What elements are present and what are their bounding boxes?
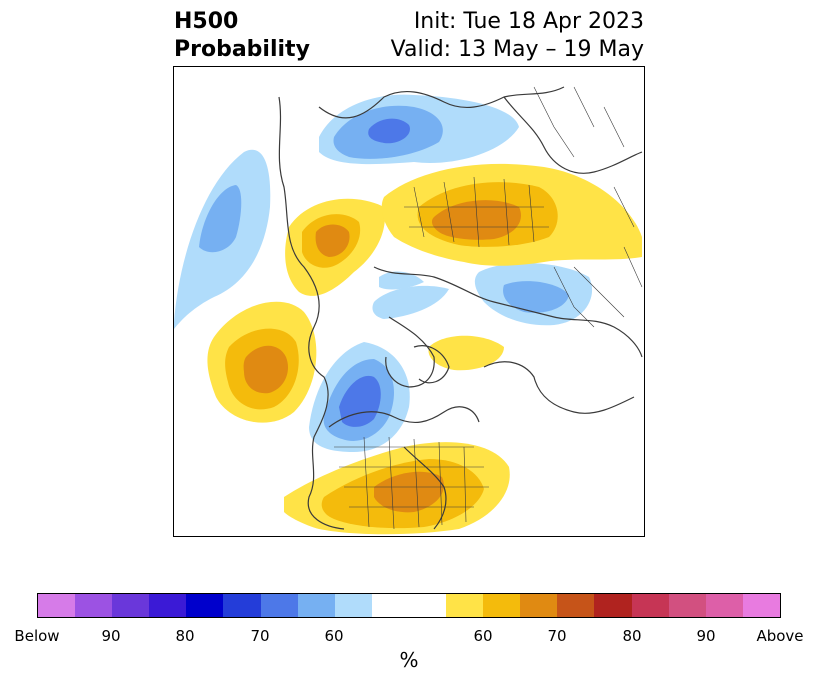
title-variable: H500 <box>174 9 239 34</box>
colorbar-label-below-70: 70 <box>250 627 270 645</box>
colorbar-segment <box>371 594 447 617</box>
colorbar-segment <box>297 594 335 617</box>
colorbar-segment <box>75 594 113 617</box>
colorbar-segment <box>446 594 484 617</box>
colorbar-segment <box>742 594 780 617</box>
map-canvas <box>174 86 643 535</box>
colorbar-label-above-80: 80 <box>622 627 642 645</box>
colorbar-label-above-60: 60 <box>473 627 493 645</box>
colorbar-label-below-60: 60 <box>324 627 344 645</box>
colorbar-segment <box>520 594 558 617</box>
colorbar-unit: % <box>399 648 419 672</box>
probability-map <box>173 66 645 537</box>
title-product: Probability <box>174 37 310 62</box>
colorbar-label-below-80: 80 <box>175 627 195 645</box>
colorbar-label-below: Below <box>14 627 60 645</box>
map-dates: Init: Tue 18 Apr 2023 Valid: 13 May – 19… <box>391 8 644 64</box>
colorbar-segment <box>334 594 372 617</box>
colorbar-segment <box>223 594 261 617</box>
colorbar-segment <box>186 594 224 617</box>
colorbar-segment <box>260 594 298 617</box>
colorbar-label-above: Above <box>756 627 804 645</box>
colorbar-label-below-90: 90 <box>101 627 121 645</box>
colorbar-label-above-70: 70 <box>547 627 567 645</box>
colorbar-segment <box>594 594 632 617</box>
colorbar <box>37 593 781 618</box>
colorbar-segment <box>557 594 595 617</box>
init-date: Init: Tue 18 Apr 2023 <box>413 9 644 34</box>
colorbar-segment <box>705 594 743 617</box>
colorbar-segment <box>112 594 150 617</box>
political-borders <box>334 86 643 530</box>
below-normal-anomalies <box>174 94 593 452</box>
colorbar-segment <box>38 594 76 617</box>
colorbar-segment <box>149 594 187 617</box>
colorbar-segment <box>631 594 669 617</box>
colorbar-segment <box>668 594 706 617</box>
valid-range: Valid: 13 May – 19 May <box>390 37 644 62</box>
colorbar-segment <box>483 594 521 617</box>
above-normal-anomalies <box>207 163 642 535</box>
map-title: H500 Probability <box>174 8 310 64</box>
colorbar-label-above-90: 90 <box>696 627 716 645</box>
